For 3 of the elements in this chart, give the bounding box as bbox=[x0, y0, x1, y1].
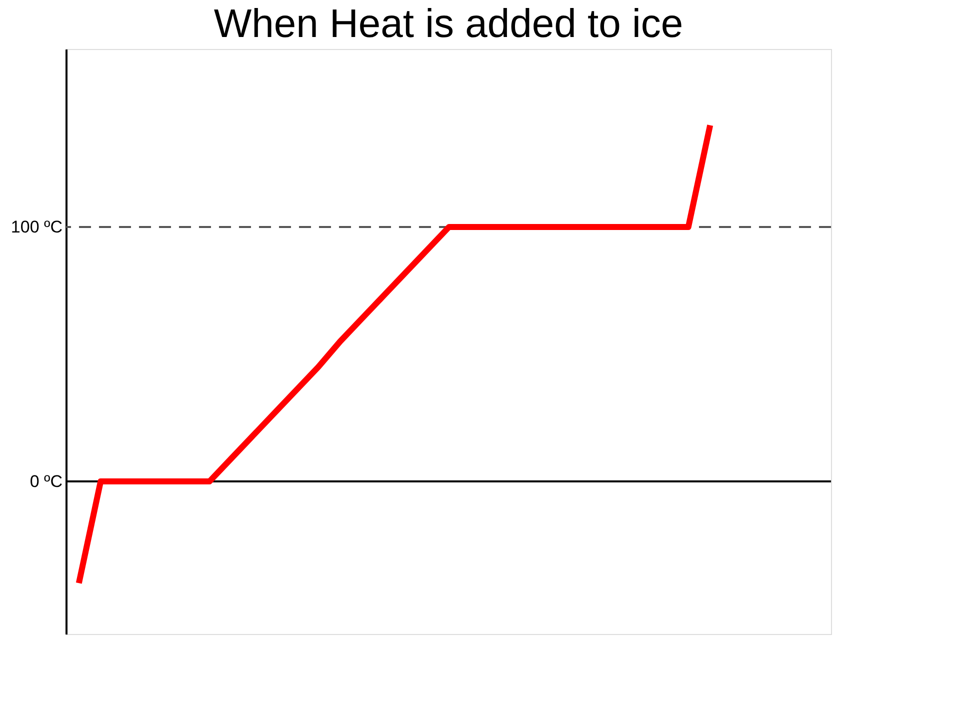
y-tick-label: 0 ºC bbox=[30, 472, 62, 491]
y-tick-label: 100 ºC bbox=[10, 218, 62, 237]
chart-title: When Heat is added to ice bbox=[214, 2, 684, 46]
